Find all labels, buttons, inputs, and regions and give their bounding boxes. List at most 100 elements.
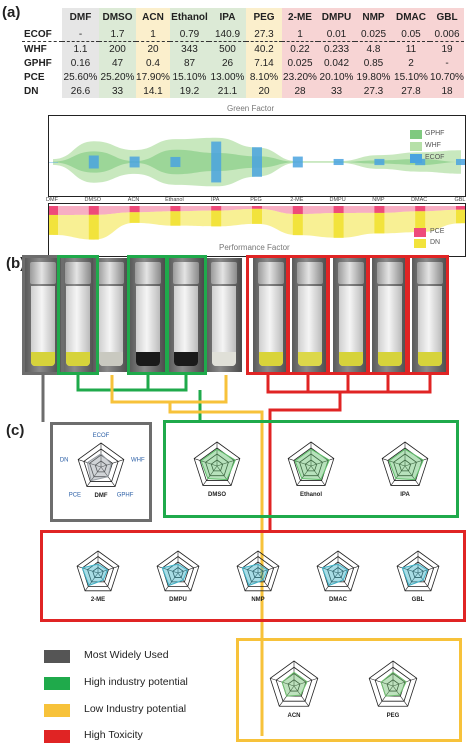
radar-grid-ring xyxy=(241,556,275,587)
table-cell: 33 xyxy=(318,84,355,98)
solvent-vial xyxy=(206,258,242,372)
table-row: WHF 1.1 200 20 343 500 40.2 0.22 0.233 4.8 11 19 xyxy=(22,41,464,56)
radar-value-shape xyxy=(81,563,109,587)
green-factor-x-label: GBL xyxy=(454,197,466,203)
performance-pce-bar xyxy=(374,206,385,213)
vial-group-frame-red xyxy=(246,255,290,375)
table-cell: 0.79 xyxy=(170,27,209,42)
green-factor-ecof-bar xyxy=(292,156,303,168)
table-cell: 0.05 xyxy=(392,27,430,42)
connector-line xyxy=(110,375,228,404)
table-col-header: DMPU xyxy=(318,8,355,27)
performance-band-pce xyxy=(53,206,461,215)
radar-grid-ring xyxy=(381,441,429,486)
green-factor-ecof-bar xyxy=(252,147,262,177)
radar-grid-ring xyxy=(156,550,200,592)
radar-grid-ring xyxy=(92,567,104,578)
vial-group-frame-green xyxy=(165,255,207,375)
radar-grid-ring xyxy=(332,567,344,578)
radar-value-shape xyxy=(388,448,424,481)
vial-cap xyxy=(377,262,403,284)
table-cell: 0.85 xyxy=(355,56,392,70)
table-row-label: GPHF xyxy=(22,56,62,70)
radar-grid-ring xyxy=(387,447,423,481)
radar-box-high-industry-potential xyxy=(163,420,459,518)
legend-swatch xyxy=(410,130,422,139)
radar-axis xyxy=(390,465,406,486)
radar-axis xyxy=(194,458,218,467)
radar-axis xyxy=(78,459,102,468)
performance-dn-bar xyxy=(333,213,344,238)
table-cell: 23.20% xyxy=(282,70,318,84)
performance-pce-bar xyxy=(415,206,426,212)
radar-axis xyxy=(216,458,240,467)
table-cell: 25.60% xyxy=(62,70,99,84)
radar-grid-ring xyxy=(316,550,360,592)
radar-chart xyxy=(156,550,200,592)
table-cell: 28 xyxy=(282,84,318,98)
solvent-vial xyxy=(93,258,129,372)
table-row: DN 26.6 33 14.1 19.2 21.1 20 28 33 27.3 27.8 18 xyxy=(22,84,464,98)
table-row-label: WHF xyxy=(22,41,62,56)
vial-group-frame-red xyxy=(405,255,449,375)
radar-grid-ring xyxy=(81,556,115,587)
performance-factor-plot xyxy=(49,206,465,240)
vial-group-frame-green xyxy=(57,255,99,375)
radar-grid-ring xyxy=(161,556,195,587)
table-cell: 19.80% xyxy=(355,70,392,84)
vial-cap xyxy=(211,262,237,284)
radar-axis xyxy=(202,465,218,486)
vial-cap xyxy=(297,262,323,284)
table-row-label: PCE xyxy=(22,70,62,84)
table-cell: 8.10% xyxy=(246,70,282,84)
table-col-header: 2-ME xyxy=(282,8,318,27)
vial-cap xyxy=(258,262,284,284)
green-factor-ecof-bar xyxy=(333,158,344,166)
radar-chart xyxy=(396,550,440,592)
radar-axis xyxy=(236,565,259,574)
green-factor-ecof-bar xyxy=(374,158,385,166)
vial-liquid xyxy=(212,352,236,366)
table-cell: 40.2 xyxy=(246,41,282,56)
performance-pce-bar xyxy=(49,206,58,215)
green-factor-title: Green Factor xyxy=(227,104,275,113)
radar-axis xyxy=(392,685,408,707)
radar-grid-ring xyxy=(299,453,323,477)
legend-swatch xyxy=(414,239,426,248)
vial-liquid xyxy=(31,352,55,366)
vial-cap xyxy=(98,262,124,284)
radar-chart xyxy=(316,550,360,592)
radar-axis xyxy=(392,677,417,687)
table-cell: 15.10% xyxy=(170,70,209,84)
radar-solvent-label: IPA xyxy=(400,492,410,498)
radar-grid-ring xyxy=(269,660,319,707)
solvent-vial xyxy=(333,258,369,372)
vial-cap xyxy=(30,262,56,284)
performance-factor-title: Performance Factor xyxy=(219,243,290,252)
legend-label: DN xyxy=(430,239,441,246)
radar-grid-ring xyxy=(275,666,313,702)
legend-color-swatch xyxy=(44,677,70,690)
performance-dn-bar xyxy=(415,211,426,233)
radar-axis xyxy=(310,465,326,486)
radar-box-high-toxicity xyxy=(40,530,466,622)
legend-color-swatch xyxy=(44,730,70,743)
legend-swatch xyxy=(410,142,422,151)
radar-grid-ring xyxy=(193,441,241,486)
radar-axis xyxy=(293,677,318,687)
radar-grid-ring xyxy=(368,660,418,707)
vial-cap xyxy=(65,262,91,284)
radar-box-most-widely-used xyxy=(50,422,152,522)
table-cell: 17.90% xyxy=(136,70,170,84)
radar-axis xyxy=(76,565,99,574)
radar-axis xyxy=(296,465,312,486)
vial-cap xyxy=(417,262,443,284)
radar-axis xyxy=(257,565,280,574)
legend-swatch xyxy=(414,228,426,237)
radar-grid-ring xyxy=(94,460,108,473)
table-cell: 0.006 xyxy=(430,27,464,42)
table-cell: 0.01 xyxy=(318,27,355,42)
legend-label: GPHF xyxy=(425,130,445,137)
performance-dn-bar xyxy=(129,212,140,223)
green-factor-x-label: Ethanol xyxy=(165,197,184,203)
